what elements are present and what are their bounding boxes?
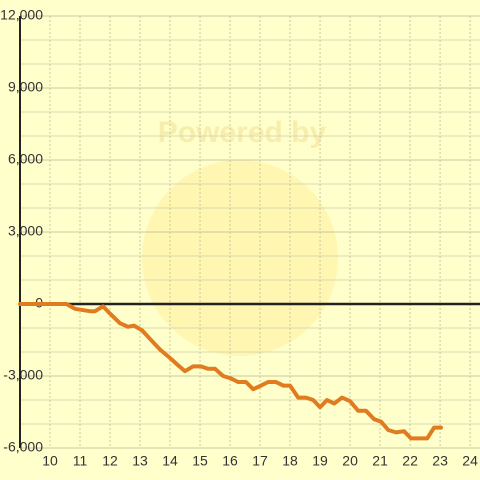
x-tick-label: 13 xyxy=(132,453,148,469)
y-tick-label: -3,000 xyxy=(3,367,43,383)
x-tick-label: 15 xyxy=(192,453,208,469)
y-tick-label: -6,000 xyxy=(3,439,43,455)
y-tick-label: 12,000 xyxy=(0,7,43,23)
x-tick-label: 19 xyxy=(312,453,328,469)
x-tick-label: 17 xyxy=(252,453,268,469)
x-tick-label: 16 xyxy=(222,453,238,469)
y-tick-label: 9,000 xyxy=(8,79,43,95)
x-tick-label: 12 xyxy=(102,453,118,469)
x-tick-label: 10 xyxy=(42,453,58,469)
x-tick-label: 20 xyxy=(342,453,358,469)
x-tick-label: 14 xyxy=(162,453,178,469)
x-tick-label: 24 xyxy=(462,453,478,469)
line xyxy=(18,302,443,441)
x-tick-label: 23 xyxy=(432,453,448,469)
x-tick-label: 21 xyxy=(372,453,388,469)
x-tick-label: 11 xyxy=(73,453,88,469)
y-tick-label: 3,000 xyxy=(8,223,43,239)
x-tick-label: 18 xyxy=(282,453,298,469)
watermark: Powered by xyxy=(158,116,327,149)
x-tick-label: 22 xyxy=(402,453,418,469)
watermark-logo xyxy=(142,160,338,356)
y-tick-label: 6,000 xyxy=(8,151,43,167)
